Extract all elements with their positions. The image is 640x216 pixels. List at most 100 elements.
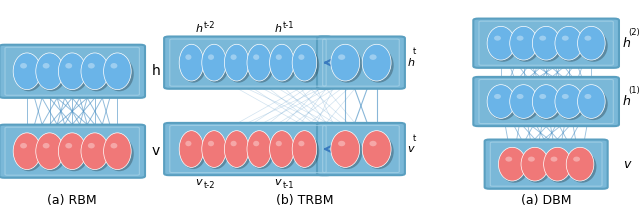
Ellipse shape <box>369 54 377 60</box>
Ellipse shape <box>555 85 582 118</box>
Ellipse shape <box>577 85 605 118</box>
Ellipse shape <box>225 131 249 167</box>
Text: v: v <box>275 177 281 187</box>
Text: t: t <box>412 134 416 143</box>
Ellipse shape <box>82 56 111 91</box>
Ellipse shape <box>225 44 249 81</box>
Ellipse shape <box>105 56 134 91</box>
Ellipse shape <box>248 48 274 83</box>
Ellipse shape <box>584 94 591 99</box>
Ellipse shape <box>248 134 274 169</box>
Ellipse shape <box>294 48 319 83</box>
Ellipse shape <box>573 157 580 162</box>
Ellipse shape <box>540 36 546 41</box>
Ellipse shape <box>332 134 362 169</box>
Ellipse shape <box>509 85 538 118</box>
Ellipse shape <box>179 44 204 81</box>
Ellipse shape <box>271 134 296 169</box>
Ellipse shape <box>494 36 501 41</box>
Ellipse shape <box>364 134 394 169</box>
Ellipse shape <box>208 141 214 146</box>
Ellipse shape <box>579 88 608 120</box>
Ellipse shape <box>226 134 252 169</box>
Ellipse shape <box>584 36 591 41</box>
Ellipse shape <box>568 151 596 183</box>
Ellipse shape <box>579 30 608 62</box>
Ellipse shape <box>253 54 259 60</box>
Ellipse shape <box>532 85 560 118</box>
Ellipse shape <box>14 136 44 171</box>
Ellipse shape <box>65 63 72 68</box>
Text: v: v <box>195 177 202 187</box>
Ellipse shape <box>298 54 305 60</box>
Ellipse shape <box>556 30 585 62</box>
Ellipse shape <box>540 94 546 99</box>
Ellipse shape <box>180 48 206 83</box>
Ellipse shape <box>81 53 109 90</box>
Ellipse shape <box>298 141 305 146</box>
Text: t: t <box>412 47 416 56</box>
Ellipse shape <box>186 54 191 60</box>
Ellipse shape <box>528 157 535 162</box>
Ellipse shape <box>362 131 391 167</box>
Ellipse shape <box>494 94 501 99</box>
Ellipse shape <box>60 56 88 91</box>
Text: t-1: t-1 <box>282 21 294 30</box>
Ellipse shape <box>331 44 360 81</box>
FancyBboxPatch shape <box>317 37 405 89</box>
Ellipse shape <box>338 54 345 60</box>
Ellipse shape <box>43 63 49 68</box>
Ellipse shape <box>104 53 131 90</box>
Text: v: v <box>623 158 630 171</box>
Ellipse shape <box>202 131 227 167</box>
Ellipse shape <box>202 44 227 81</box>
Ellipse shape <box>534 30 563 62</box>
FancyBboxPatch shape <box>474 77 619 126</box>
Text: h: h <box>195 24 202 34</box>
Ellipse shape <box>226 48 252 83</box>
Text: (a) DBM: (a) DBM <box>521 194 572 207</box>
Ellipse shape <box>253 141 259 146</box>
Ellipse shape <box>14 56 44 91</box>
Ellipse shape <box>43 143 49 148</box>
Ellipse shape <box>556 88 585 120</box>
Ellipse shape <box>230 141 237 146</box>
Ellipse shape <box>186 141 191 146</box>
Ellipse shape <box>487 85 515 118</box>
Ellipse shape <box>276 54 282 60</box>
Ellipse shape <box>543 147 572 181</box>
Ellipse shape <box>247 44 271 81</box>
FancyBboxPatch shape <box>164 123 332 175</box>
Ellipse shape <box>511 88 540 120</box>
Ellipse shape <box>292 131 317 167</box>
Ellipse shape <box>203 48 229 83</box>
Ellipse shape <box>203 134 229 169</box>
Ellipse shape <box>88 63 95 68</box>
Ellipse shape <box>534 88 563 120</box>
Ellipse shape <box>88 143 95 148</box>
Ellipse shape <box>13 133 41 170</box>
Ellipse shape <box>509 26 538 60</box>
Ellipse shape <box>58 133 86 170</box>
Ellipse shape <box>269 131 294 167</box>
Text: (b) TRBM: (b) TRBM <box>276 194 333 207</box>
Ellipse shape <box>532 26 560 60</box>
Ellipse shape <box>81 133 109 170</box>
Ellipse shape <box>500 151 529 183</box>
Text: t-1: t-1 <box>282 181 294 190</box>
Ellipse shape <box>577 26 605 60</box>
Ellipse shape <box>230 54 237 60</box>
FancyBboxPatch shape <box>164 37 332 89</box>
FancyBboxPatch shape <box>317 123 405 175</box>
FancyBboxPatch shape <box>484 140 607 189</box>
Ellipse shape <box>180 134 206 169</box>
Ellipse shape <box>331 131 360 167</box>
Ellipse shape <box>20 143 27 148</box>
Ellipse shape <box>60 136 88 171</box>
Ellipse shape <box>522 151 551 183</box>
FancyBboxPatch shape <box>474 19 619 68</box>
Ellipse shape <box>65 143 72 148</box>
Text: t-2: t-2 <box>204 21 215 30</box>
Ellipse shape <box>36 53 63 90</box>
Ellipse shape <box>294 134 319 169</box>
